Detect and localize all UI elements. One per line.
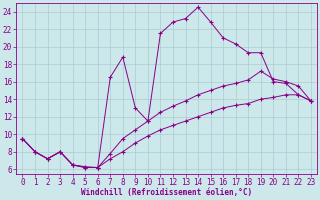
X-axis label: Windchill (Refroidissement éolien,°C): Windchill (Refroidissement éolien,°C) — [81, 188, 252, 197]
